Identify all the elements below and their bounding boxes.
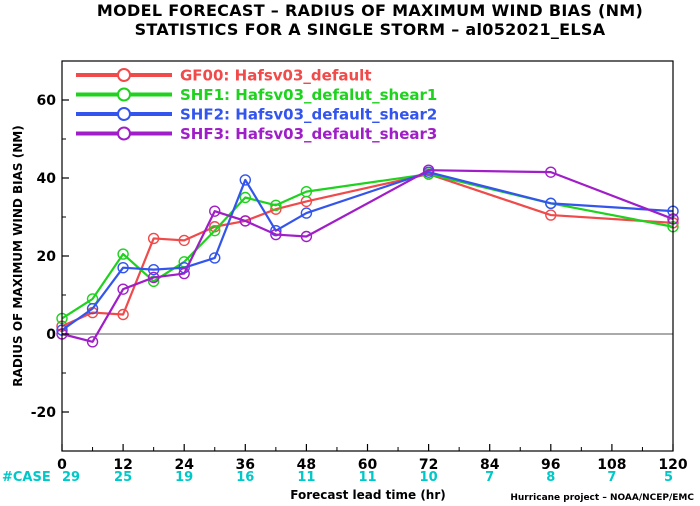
- data-point-gf00: [147, 232, 160, 245]
- data-point-shf1: [270, 199, 282, 212]
- y-axis-label: RADIUS OF MAXIMUM WIND BIAS (NM): [11, 125, 25, 386]
- data-point-gf00: [178, 234, 190, 247]
- x-tick-label: 36: [236, 457, 255, 473]
- legend-marker-shf1: [117, 87, 131, 102]
- legend-label-gf00: GF00: Hafsv03_default: [180, 67, 371, 85]
- x-tick-label: 72: [419, 457, 438, 473]
- data-point-shf3: [86, 336, 99, 348]
- data-point-shf3: [117, 283, 129, 295]
- x-tick-label: 48: [297, 457, 316, 473]
- legend-label-shf3: SHF3: Hafsv03_default_shear3: [180, 125, 437, 143]
- data-point-shf2: [86, 302, 99, 315]
- case-count: 8: [546, 470, 555, 485]
- legend-marker-gf00: [117, 68, 131, 82]
- series-line-shf1: [61, 173, 674, 320]
- legend-label-shf1: SHF1: Hafsv03_defalut_shear1: [180, 86, 437, 104]
- series-shf3: [56, 164, 679, 348]
- data-point-shf3: [270, 228, 282, 241]
- axis-layer: 0 12 24 36 48 60 72 84 96 108 120 -20 0 20 40 60: [31, 93, 688, 473]
- data-point-shf3: [545, 166, 557, 178]
- series-line-shf2: [61, 171, 674, 332]
- data-point-shf1: [300, 185, 313, 198]
- case-count: 5: [664, 470, 673, 485]
- case-count: 7: [607, 470, 616, 485]
- case-count: 16: [236, 470, 254, 485]
- chart-subtitle: STATISTICS FOR A SINGLE STORM – al052021…: [135, 20, 606, 39]
- data-point-gf00: [545, 209, 557, 221]
- series-line-gf00: [61, 173, 674, 328]
- case-label: #CASE: [2, 470, 51, 485]
- data-point-shf2: [300, 207, 313, 219]
- y-tick-label: 0: [46, 327, 56, 343]
- legend-marker-shf3: [117, 126, 131, 141]
- data-point-shf2: [239, 174, 252, 186]
- data-point-shf1: [239, 191, 252, 204]
- series-line-shf3: [61, 169, 674, 343]
- y-tick-label: 20: [37, 249, 57, 265]
- data-point-shf1: [209, 224, 221, 237]
- y-tick-label: 60: [37, 93, 57, 109]
- x-tick-label: 96: [541, 457, 560, 473]
- case-count-row: #CASE 29 25 19 16 11 11 10 7 8 7 5: [2, 470, 673, 485]
- data-point-shf3: [147, 271, 160, 284]
- x-tick-label: 108: [597, 457, 626, 473]
- series-layer: [56, 164, 679, 348]
- data-point-shf3: [209, 205, 221, 217]
- case-count: 7: [485, 470, 494, 485]
- legend-marker-shf2: [117, 107, 131, 121]
- data-point-shf2: [117, 262, 129, 274]
- x-axis-label: Forecast lead time (hr): [290, 488, 446, 502]
- y-tick-label: 40: [37, 171, 57, 187]
- series-shf1: [56, 168, 679, 325]
- case-count: 25: [114, 470, 132, 485]
- data-point-gf00: [117, 308, 129, 321]
- series-shf2: [56, 166, 679, 336]
- case-count: 10: [420, 470, 438, 485]
- data-point-shf2: [209, 252, 221, 264]
- data-point-shf1: [117, 248, 129, 260]
- x-tick-label: 84: [480, 457, 500, 473]
- x-tick-label: 24: [174, 457, 194, 473]
- case-count: 29: [62, 470, 80, 485]
- data-point-shf3: [178, 267, 190, 280]
- case-count: 19: [175, 470, 193, 485]
- data-point-shf3: [422, 164, 435, 176]
- x-tick-label: 12: [113, 457, 132, 473]
- case-count: 11: [297, 470, 315, 485]
- data-point-shf3: [300, 230, 313, 243]
- data-point-shf3: [239, 215, 252, 227]
- credit-text: Hurricane project – NOAA/NCEP/EMC: [510, 493, 694, 503]
- chart-title: MODEL FORECAST – RADIUS OF MAXIMUM WIND …: [97, 1, 643, 20]
- x-tick-label: 60: [358, 457, 378, 473]
- data-point-shf2: [147, 263, 160, 276]
- case-count: 11: [358, 470, 376, 485]
- legend-label-shf2: SHF2: Hafsv03_default_shear2: [180, 106, 437, 124]
- x-tick-label: 0: [57, 457, 67, 473]
- x-tick-label: 120: [658, 457, 687, 473]
- data-point-shf2: [545, 197, 557, 210]
- y-tick-label: -20: [31, 405, 57, 421]
